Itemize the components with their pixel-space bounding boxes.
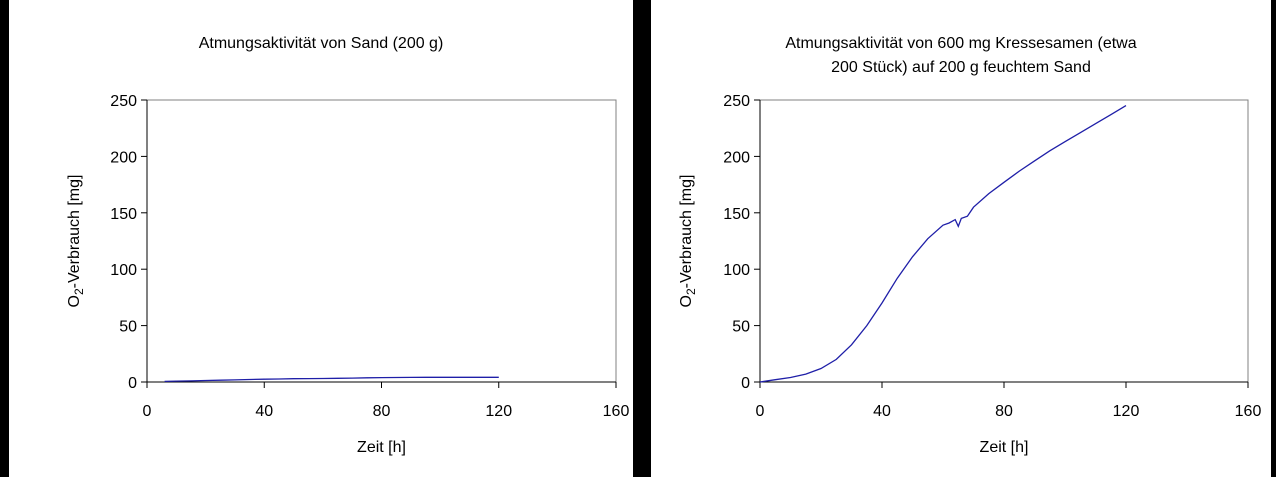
x-axis-label: Zeit [h]	[357, 439, 406, 456]
y-tick-label: 200	[723, 149, 750, 166]
series-line	[164, 376, 499, 383]
chart-title-line: Atmungsaktivität von Sand (200 g)	[199, 35, 444, 52]
y-axis-label-main: O	[66, 295, 83, 307]
chart-title-line: Atmungsaktivität von 600 mg Kressesamen …	[785, 35, 1136, 52]
chart-panel-left: Atmungsaktivität von Sand (200 g) 0 50 100 1…	[9, 0, 633, 477]
y-axis-label-main: O	[678, 295, 695, 307]
y-axis-label-subscript: 2	[72, 288, 86, 295]
y-tick-label: 200	[110, 149, 137, 166]
y-axis-label: O2-Verbrauch [mg]	[66, 175, 86, 308]
x-tick-label: 40	[873, 403, 891, 420]
x-tick-label: 80	[373, 403, 391, 420]
x-tick-label: 120	[485, 403, 512, 420]
chart-title-line: 200 Stück) auf 200 g feuchtem Sand	[831, 59, 1091, 76]
x-axis-label: Zeit [h]	[980, 439, 1029, 456]
x-tick-label: 80	[995, 403, 1013, 420]
y-tick-label: 0	[128, 375, 137, 392]
y-axis-label-rest: -Verbrauch [mg]	[66, 175, 83, 289]
y-tick-label: 100	[110, 262, 137, 279]
y-tick-label: 50	[119, 319, 137, 336]
y-tick-label: 0	[741, 375, 750, 392]
x-tick-label: 160	[603, 403, 630, 420]
x-tick-label: 120	[1113, 403, 1140, 420]
x-tick-label: 0	[143, 403, 152, 420]
y-tick-label: 150	[110, 206, 137, 223]
y-axis-label-subscript: 2	[684, 288, 698, 295]
plot-area	[759, 99, 1249, 383]
y-axis-label: O2-Verbrauch [mg]	[678, 175, 698, 308]
plot-area	[146, 99, 617, 383]
y-tick-label: 250	[110, 93, 137, 110]
chart-right: Atmungsaktivität von 600 mg Kressesamen …	[678, 35, 1262, 456]
x-tick-label: 0	[756, 403, 765, 420]
chart-left: Atmungsaktivität von Sand (200 g) 0 50 100 1…	[66, 35, 630, 456]
y-tick-label: 150	[723, 206, 750, 223]
y-tick-label: 250	[723, 93, 750, 110]
series-line	[759, 105, 1127, 383]
chart-panel-right: Atmungsaktivität von 600 mg Kressesamen …	[651, 0, 1271, 477]
x-tick-label: 40	[255, 403, 273, 420]
x-tick-label: 160	[1235, 403, 1262, 420]
y-tick-label: 100	[723, 262, 750, 279]
y-axis-label-rest: -Verbrauch [mg]	[678, 175, 695, 289]
y-tick-label: 50	[732, 319, 750, 336]
